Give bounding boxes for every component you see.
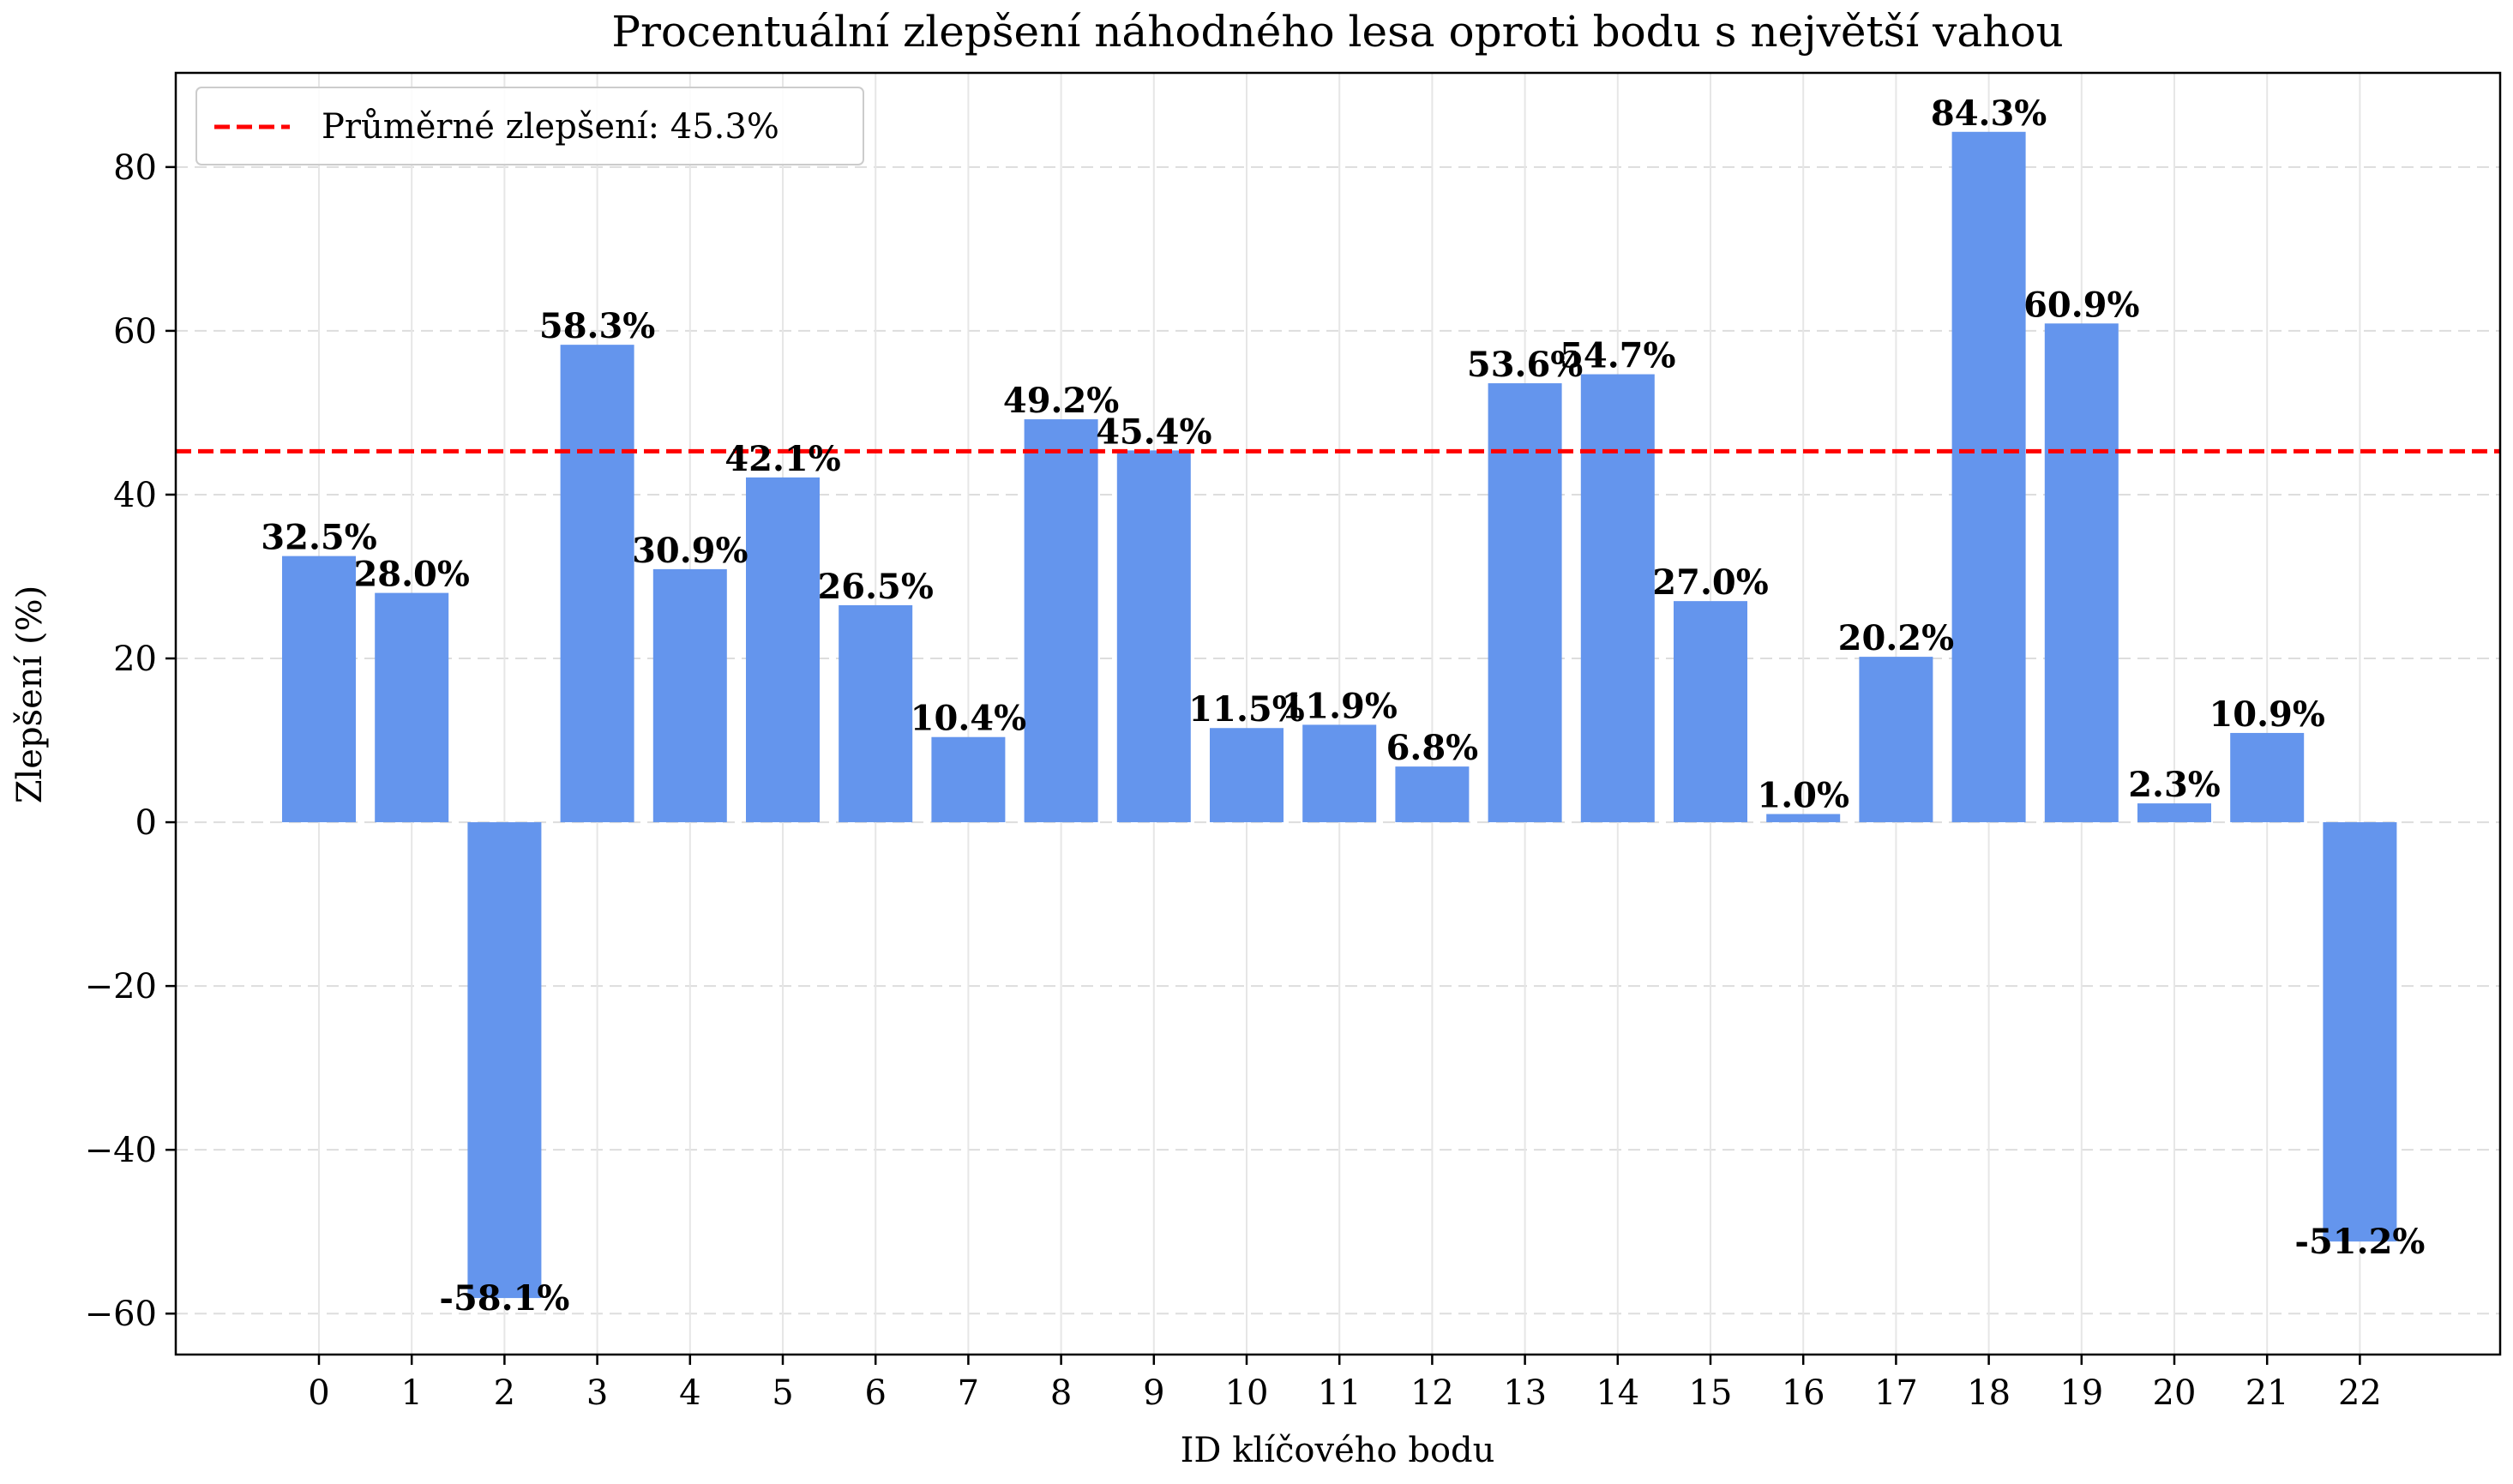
bars [282,131,2397,1299]
data-label: 20.2% [1838,618,1954,658]
bar [1210,728,1284,823]
x-tick-label: 4 [679,1373,700,1413]
x-tick-label: 3 [586,1373,608,1413]
x-tick-label: 22 [2338,1373,2382,1413]
x-tick-label: 18 [1967,1373,2011,1413]
legend: Průměrné zlepšení: 45.3% [195,87,864,165]
data-label: 32.5% [261,518,376,558]
data-label: 11.5% [1188,689,1304,730]
bar [1766,814,1841,823]
data-label: 42.1% [724,439,840,479]
legend-box [195,87,864,165]
bar [282,556,356,823]
x-tick-label: 19 [2059,1373,2103,1413]
bar [1580,374,1655,823]
x-tick-label: 11 [1318,1373,1362,1413]
bar [1395,766,1470,823]
bar [1859,657,1933,823]
x-tick-label: 6 [864,1373,886,1413]
x-tick-label: 21 [2245,1373,2289,1413]
data-label: -51.2% [2294,1222,2425,1262]
bar [839,604,913,823]
x-tick-label: 10 [1225,1373,1269,1413]
x-tick-label: 17 [1874,1373,1918,1413]
bar [1674,601,1747,823]
data-label: -58.1% [439,1278,569,1319]
data-label: 11.9% [1281,686,1397,726]
x-tick-label: 2 [494,1373,515,1413]
bar [1951,131,2026,823]
data-label: 27.0% [1652,562,1768,603]
x-tick-label: 12 [1410,1373,1454,1413]
data-label: 1.0% [1757,776,1849,816]
x-tick-label: 14 [1596,1373,1639,1413]
bar [2323,822,2397,1242]
data-label: 53.6% [1467,345,1583,385]
bar [652,568,727,823]
y-tick-label: 80 [113,148,157,188]
data-label: 2.3% [2128,765,2221,805]
chart-title: Procentuální zlepšení náhodného lesa opr… [611,7,2063,57]
data-label: 84.3% [1931,93,2047,134]
data-label: 54.7% [1560,336,1675,376]
x-tick-label: 1 [400,1373,422,1413]
data-label: 6.8% [1386,728,1479,768]
bar [560,345,634,823]
y-tick-label: 60 [113,312,157,351]
y-axis-label: Zlepšení (%) [10,586,50,804]
bar [1024,419,1098,823]
bar [1488,383,1562,823]
data-label: 10.4% [911,699,1026,739]
bar [2044,323,2119,823]
y-tick-label: −20 [85,967,157,1006]
data-label: 28.0% [353,555,469,595]
data-labels: 32.5%28.0% -58.1% 58.3% 30.9% 42.1% 26.5% 10.4… [261,93,2425,1319]
bar [467,822,542,1299]
x-tick-label: 13 [1503,1373,1547,1413]
x-tick-label: 16 [1782,1373,1825,1413]
x-axis-label: ID klíčového bodu [1181,1431,1495,1470]
bar [1302,724,1377,823]
y-tick-label: 40 [113,476,157,515]
data-label: 49.2% [1003,381,1119,421]
x-tick-label: 15 [1689,1373,1733,1413]
y-tick-label: −60 [85,1295,157,1334]
legend-label: Průměrné zlepšení: 45.3% [322,107,779,147]
x-tick-label: 9 [1143,1373,1164,1413]
y-tick-label: 0 [135,803,157,843]
bar [2137,803,2211,823]
data-label: 60.9% [2023,285,2139,325]
bar [931,736,1006,823]
bar [746,477,820,823]
x-tick-label: 7 [958,1373,979,1413]
data-label: 10.9% [2209,694,2324,735]
data-label: 26.5% [817,567,933,607]
bar [375,592,449,823]
data-label: 30.9% [632,531,748,571]
bar [1116,450,1191,823]
x-tick-label: 8 [1050,1373,1072,1413]
plot-frame [174,71,2502,1356]
y-tick-label: −40 [85,1131,157,1170]
x-tick-label: 5 [772,1373,793,1413]
y-tick-label: 20 [113,640,157,679]
x-tick-label: 20 [2153,1373,2197,1413]
bar [2230,732,2305,823]
data-label: 58.3% [539,306,655,346]
x-tick-label: 0 [308,1373,329,1413]
data-label: 45.4% [1096,412,1211,452]
